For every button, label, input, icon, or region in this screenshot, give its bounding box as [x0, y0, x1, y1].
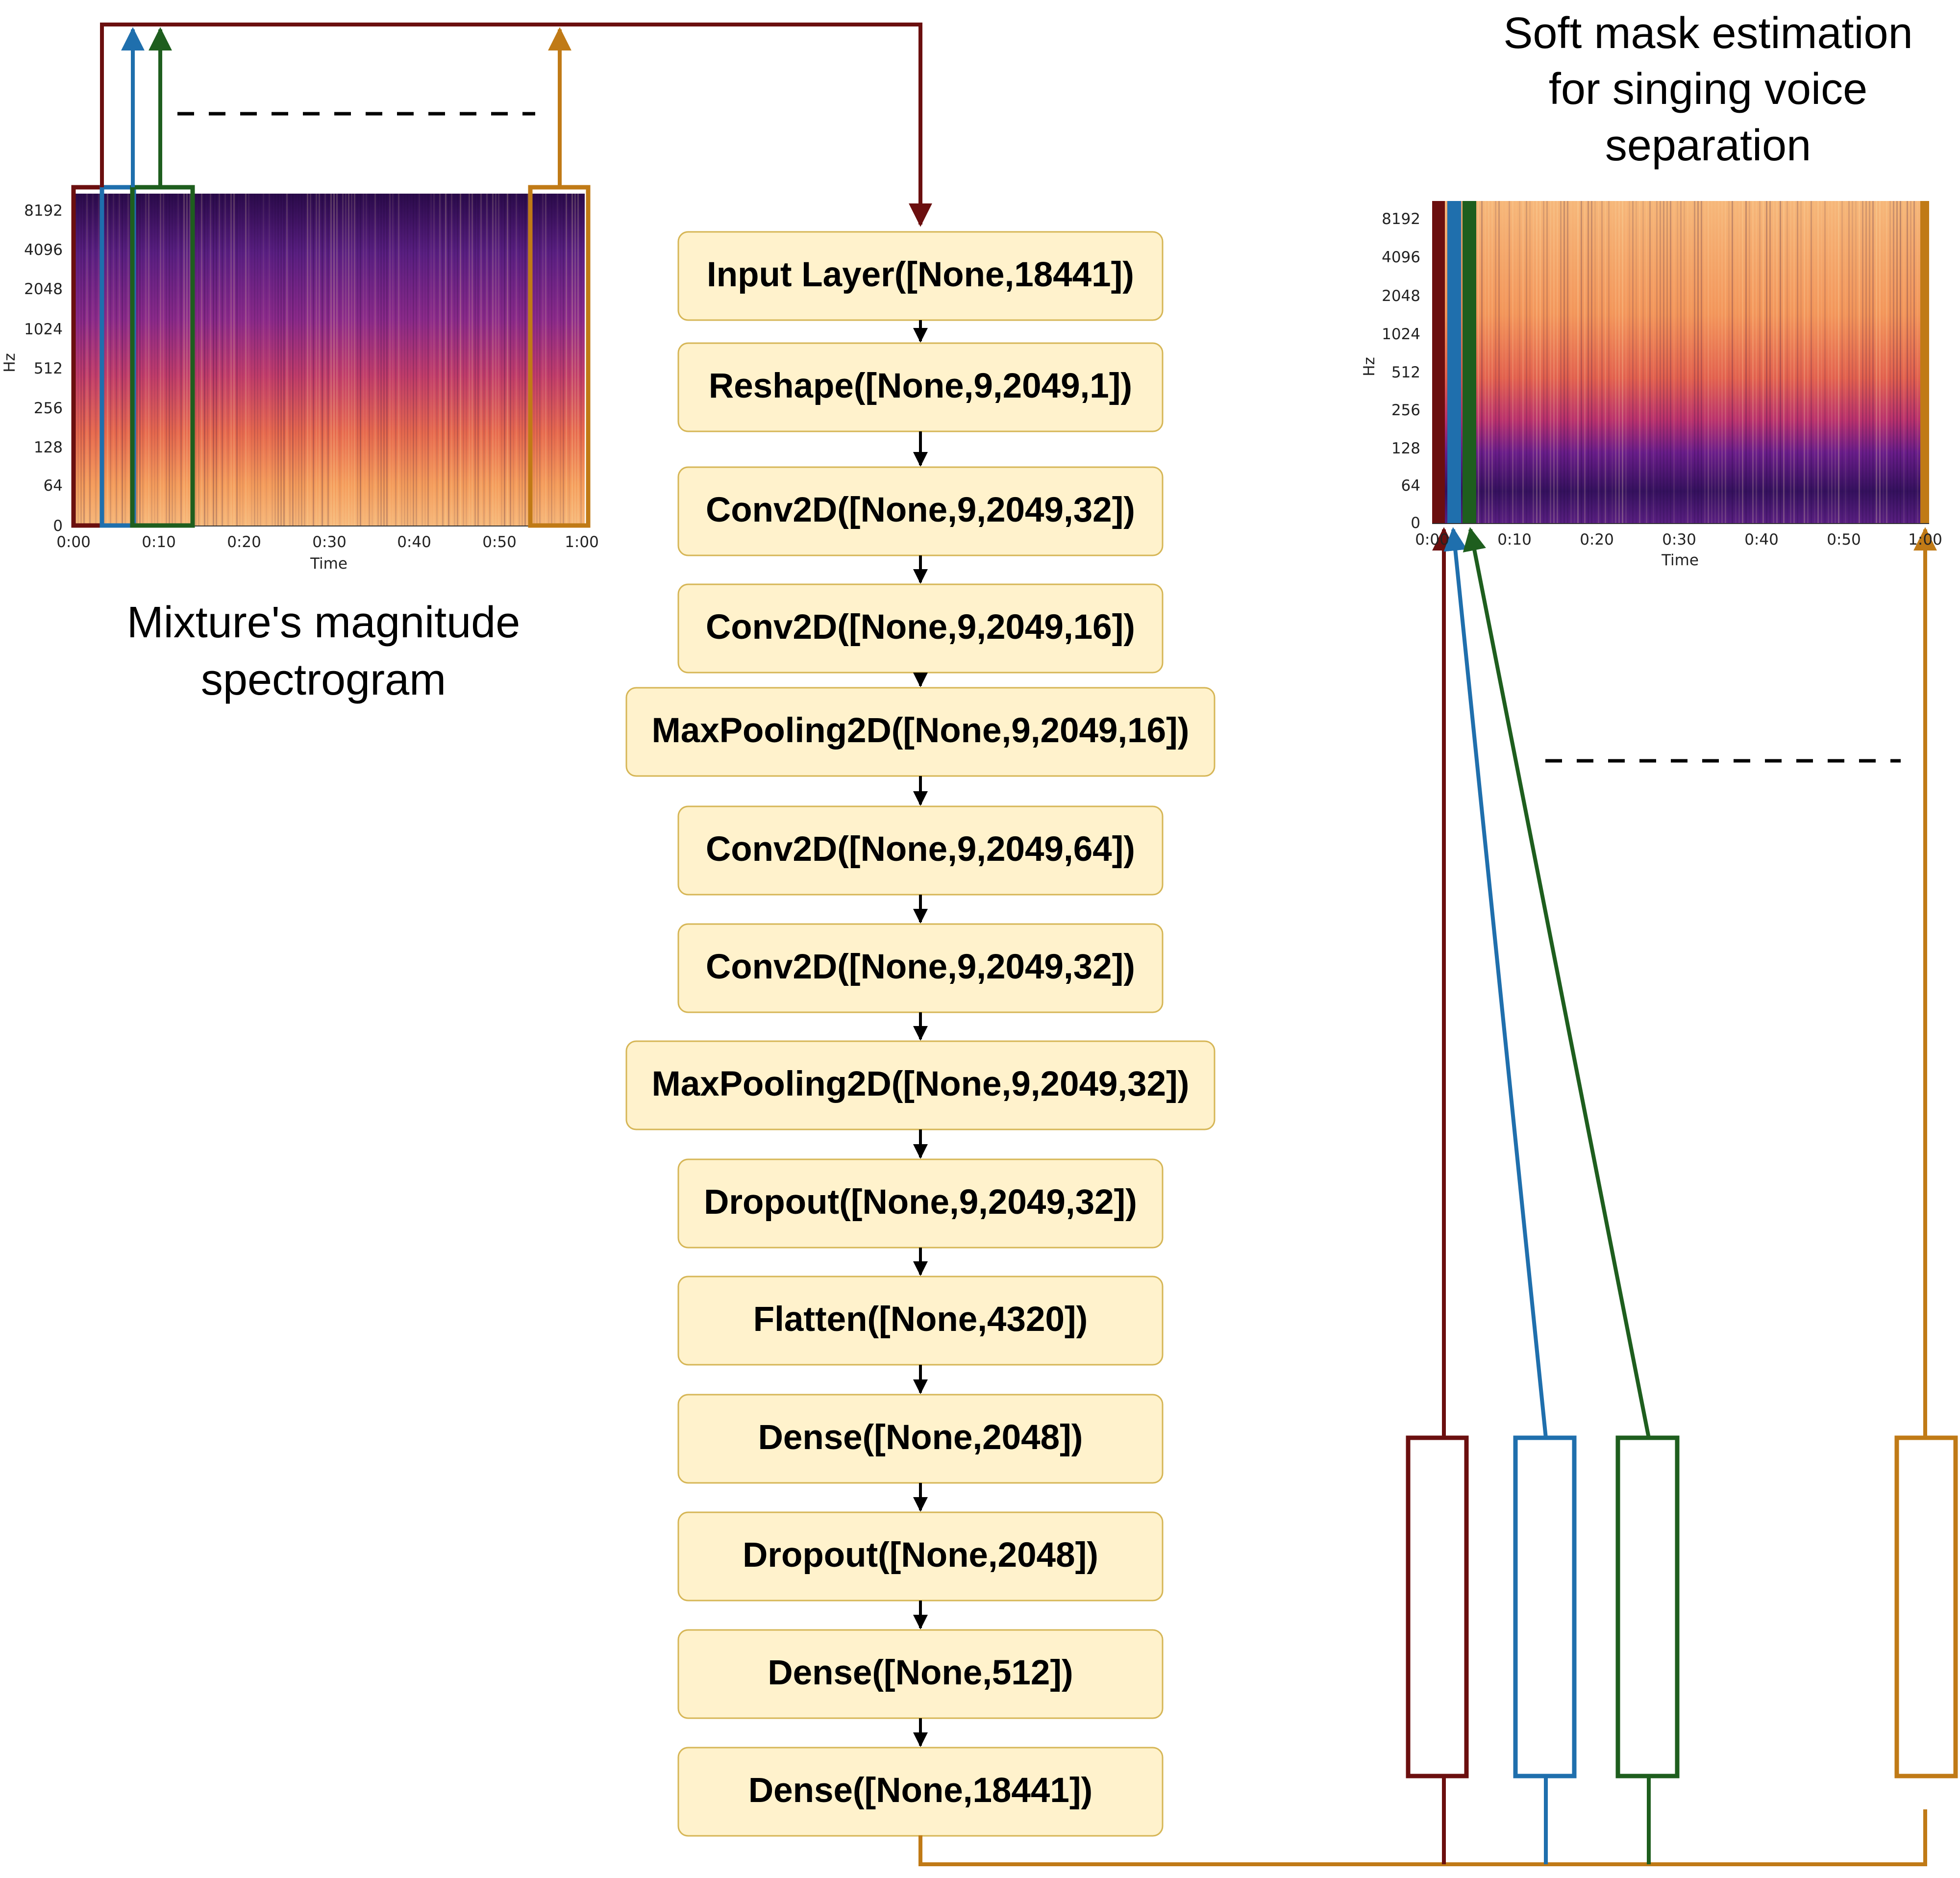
- mixture-caption-line1: Mixture's magnitude: [127, 598, 521, 647]
- y-tick-label: 4096: [1382, 249, 1420, 266]
- mask-title-line2: for singing voice: [1549, 65, 1867, 114]
- x-tick-label: 0:20: [227, 533, 261, 551]
- output-to-mask-connectors: [918, 527, 1958, 1866]
- output-bus-line: [918, 1809, 1927, 1866]
- x-tick-label: 0:10: [142, 533, 176, 551]
- mask-x-axis-label: Time: [1661, 551, 1699, 569]
- layer-label: MaxPooling2D([None,9,2049,16]): [652, 711, 1190, 750]
- layer-label: Dense([None,18441]): [748, 1771, 1092, 1810]
- frame-window-green: [130, 185, 195, 528]
- red-feed-connector: [100, 23, 932, 227]
- layer-label: Conv2D([None,9,2049,32]): [706, 948, 1135, 986]
- y-tick-label: 128: [1391, 440, 1420, 457]
- mixture-x-ticks: 0:00 0:10 0:20 0:30 0:40 0:50 1:00: [56, 533, 599, 551]
- x-tick-label: 0:40: [1744, 531, 1779, 549]
- mask-title-line3: separation: [1605, 121, 1811, 170]
- mask-frame-red-strip: [1432, 201, 1445, 524]
- x-tick-label: 0:40: [397, 533, 431, 551]
- y-tick-label: 4096: [24, 241, 63, 259]
- soft-mask-image: [1432, 201, 1927, 524]
- y-tick-label: 8192: [24, 202, 63, 220]
- x-tick-label: 0:10: [1497, 531, 1532, 549]
- y-tick-label: 0: [1411, 514, 1420, 532]
- y-tick-label: 0: [53, 517, 63, 535]
- layer-label: Conv2D([None,9,2049,16]): [706, 608, 1135, 647]
- mixture-spectrogram-panel: Hz Time 8192 4096 2048 1024 512 256 128 …: [1, 185, 599, 704]
- y-tick-label: 64: [44, 477, 63, 495]
- mask-y-axis-label: Hz: [1361, 357, 1378, 376]
- mask-frame-green: [1615, 1435, 1680, 1778]
- x-tick-label: 0:50: [482, 533, 517, 551]
- x-tick-label: 0:50: [1827, 531, 1861, 549]
- mask-frame-red: [1406, 1435, 1469, 1778]
- layer-label: Reshape([None,9,2049,1]): [709, 367, 1132, 405]
- layer-label: Conv2D([None,9,2049,32]): [706, 491, 1135, 529]
- layer-label: Dense([None,512]): [768, 1653, 1073, 1692]
- mask-frame-blue: [1513, 1435, 1577, 1778]
- y-tick-label: 2048: [1382, 287, 1420, 305]
- y-tick-label: 1024: [24, 321, 63, 338]
- green-mask-arrow: [1463, 527, 1651, 1438]
- mixture-spectrogram-texture: [74, 194, 582, 526]
- y-tick-label: 256: [34, 400, 63, 417]
- y-tick-label: 1024: [1382, 326, 1420, 343]
- y-tick-label: 128: [34, 439, 63, 456]
- y-tick-label: 512: [34, 360, 63, 377]
- soft-mask-panel: Soft mask estimation for singing voice s…: [1361, 9, 1942, 569]
- x-tick-label: 1:00: [565, 533, 599, 551]
- x-tick-label: 0:00: [56, 533, 91, 551]
- network-layer-stack: Input Layer([None,18441]) Reshape([None,9…: [625, 231, 1216, 1837]
- x-tick-label: 0:30: [312, 533, 347, 551]
- y-tick-label: 64: [1401, 477, 1420, 495]
- mask-x-ticks: 0:00 0:10 0:20 0:30 0:40 0:50 1:00: [1415, 531, 1942, 549]
- mask-title-line1: Soft mask estimation: [1503, 9, 1912, 58]
- layer-label: MaxPooling2D([None,9,2049,32]): [652, 1065, 1190, 1103]
- frame-to-input-connectors: [100, 23, 932, 227]
- y-tick-label: 512: [1391, 364, 1420, 381]
- blue-mask-arrow: [1443, 527, 1548, 1438]
- layer-label: Dropout([None,2048]): [743, 1536, 1098, 1575]
- layer-label: Flatten([None,4320]): [753, 1300, 1088, 1339]
- x-tick-label: 1:00: [1908, 531, 1942, 549]
- mixture-spectrogram-image: [74, 194, 585, 526]
- x-tick-label: 0:30: [1662, 531, 1696, 549]
- mixture-caption-line2: spectrogram: [201, 655, 446, 704]
- layer-label: Conv2D([None,9,2049,64]): [706, 830, 1135, 869]
- y-tick-label: 2048: [24, 280, 63, 298]
- mask-frame-green-strip: [1463, 201, 1476, 524]
- mask-frame-orange-strip: [1920, 201, 1929, 524]
- y-tick-label: 8192: [1382, 210, 1420, 228]
- layer-label: Dropout([None,9,2049,32]): [704, 1183, 1137, 1222]
- mask-y-ticks: 8192 4096 2048 1024 512 256 128 64 0: [1382, 210, 1420, 532]
- x-tick-label: 0:20: [1580, 531, 1614, 549]
- y-tick-label: 256: [1391, 401, 1420, 419]
- layer-label: Input Layer([None,18441]): [707, 255, 1134, 294]
- mask-frame-blue-strip: [1447, 201, 1461, 524]
- x-tick-label: 0:00: [1415, 531, 1449, 549]
- mixture-y-axis-label: Hz: [1, 353, 19, 373]
- mixture-y-ticks: 8192 4096 2048 1024 512 256 128 64 0: [24, 202, 63, 535]
- mask-frame-orange: [1894, 1435, 1958, 1778]
- mixture-x-axis-label: Time: [310, 555, 347, 573]
- layer-label: Dense([None,2048]): [758, 1418, 1083, 1457]
